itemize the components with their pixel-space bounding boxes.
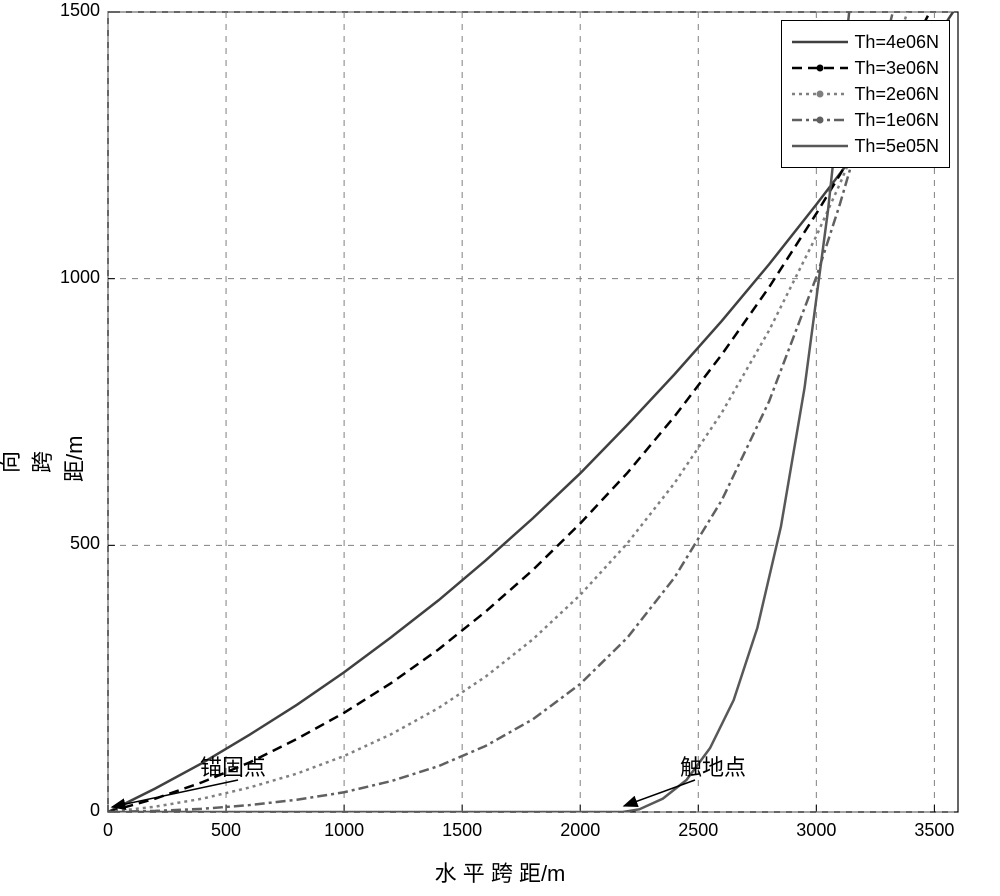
legend-label: Th=2e06N [854,84,939,105]
x-axis-label: 水 平 跨 距/m [0,856,1000,888]
annotation: 触地点 [680,750,746,782]
x-tick: 1500 [432,820,492,841]
legend: Th=4e06N Th=3e06N Th=2e06N Th=1e06N Th=5e05N [781,20,950,168]
legend-label: Th=4e06N [854,32,939,53]
legend-item: Th=2e06N [792,81,939,107]
x-tick: 2000 [550,820,610,841]
annotation: 锚固点 [200,750,266,782]
y-axis-label: 垂 向 跨 距/m [0,442,89,482]
x-tick: 1000 [314,820,374,841]
x-tick: 0 [78,820,138,841]
x-tick: 3500 [904,820,964,841]
legend-label: Th=3e06N [854,58,939,79]
legend-label: Th=1e06N [854,110,939,131]
legend-item: Th=5e05N [792,133,939,159]
legend-item: Th=1e06N [792,107,939,133]
x-tick: 500 [196,820,256,841]
legend-item: Th=4e06N [792,29,939,55]
y-tick: 0 [90,800,100,821]
legend-label: Th=5e05N [854,136,939,157]
y-tick: 500 [70,533,100,554]
y-tick: 1500 [60,0,100,21]
legend-item: Th=3e06N [792,55,939,81]
x-tick: 2500 [668,820,728,841]
x-tick: 3000 [786,820,846,841]
y-tick: 1000 [60,267,100,288]
